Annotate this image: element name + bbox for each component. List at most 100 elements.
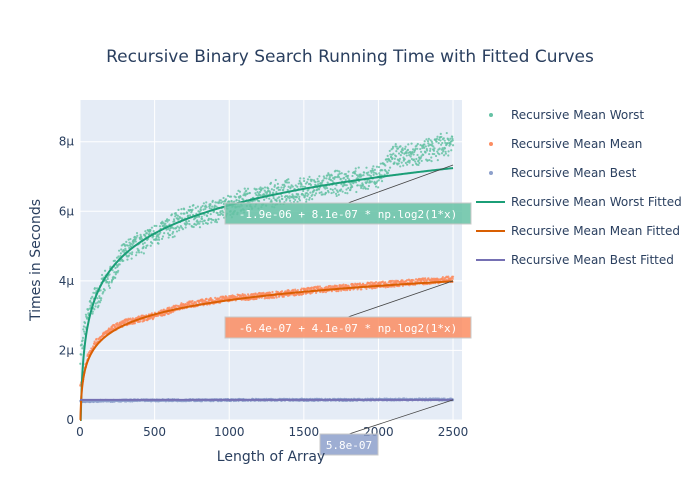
data-point bbox=[330, 174, 333, 177]
data-point bbox=[360, 288, 363, 291]
data-point bbox=[89, 304, 92, 307]
data-point bbox=[378, 172, 381, 175]
data-point bbox=[255, 188, 258, 191]
legend-item[interactable]: Recursive Mean Mean bbox=[489, 137, 642, 151]
data-point bbox=[322, 179, 325, 182]
data-point bbox=[173, 220, 176, 223]
data-point bbox=[451, 144, 455, 147]
data-point bbox=[183, 208, 186, 211]
data-point bbox=[381, 169, 384, 172]
data-point bbox=[197, 220, 200, 224]
data-point bbox=[420, 150, 423, 153]
legend-item[interactable]: Recursive Mean Best bbox=[489, 166, 637, 180]
data-point bbox=[114, 273, 117, 276]
data-point bbox=[197, 215, 201, 218]
data-point bbox=[131, 243, 134, 246]
legend-item[interactable]: Recursive Mean Best Fitted bbox=[476, 253, 674, 267]
data-point bbox=[279, 188, 282, 191]
data-point bbox=[318, 175, 321, 178]
data-point bbox=[142, 252, 145, 255]
data-point bbox=[187, 219, 191, 223]
data-point bbox=[205, 297, 208, 300]
data-point bbox=[246, 187, 250, 190]
legend-item[interactable]: Recursive Mean Mean Fitted bbox=[476, 224, 680, 238]
data-point bbox=[435, 137, 439, 140]
data-point bbox=[377, 186, 380, 189]
data-point bbox=[92, 291, 95, 294]
data-point bbox=[144, 230, 147, 233]
data-point bbox=[86, 308, 90, 311]
data-point bbox=[157, 236, 160, 239]
data-point bbox=[292, 200, 296, 204]
data-point bbox=[297, 182, 300, 185]
data-point bbox=[276, 182, 279, 185]
legend-item[interactable]: Recursive Mean Worst bbox=[489, 108, 644, 122]
data-point bbox=[256, 191, 259, 194]
data-point bbox=[276, 197, 279, 200]
data-point bbox=[287, 185, 290, 188]
data-point bbox=[305, 200, 308, 203]
data-point bbox=[447, 275, 450, 278]
legend-item[interactable]: Recursive Mean Worst Fitted bbox=[476, 195, 682, 209]
data-point bbox=[366, 187, 370, 190]
data-point bbox=[406, 148, 410, 151]
data-point bbox=[210, 221, 213, 224]
data-point bbox=[206, 222, 209, 225]
data-point bbox=[344, 178, 347, 182]
data-point bbox=[113, 271, 116, 274]
data-point bbox=[334, 192, 338, 195]
data-point bbox=[95, 287, 99, 290]
data-point bbox=[401, 284, 405, 287]
data-point bbox=[335, 194, 338, 198]
data-point bbox=[330, 191, 333, 195]
data-point bbox=[417, 159, 420, 162]
data-point bbox=[152, 235, 155, 238]
data-point bbox=[152, 229, 155, 233]
data-point bbox=[129, 237, 132, 241]
data-point bbox=[274, 178, 277, 182]
data-point bbox=[415, 144, 418, 147]
data-point bbox=[412, 279, 415, 282]
data-point bbox=[310, 178, 313, 181]
data-point bbox=[163, 232, 166, 235]
data-point bbox=[205, 201, 208, 204]
data-point bbox=[125, 240, 128, 243]
data-point bbox=[420, 159, 423, 162]
data-point bbox=[335, 284, 339, 288]
data-point bbox=[245, 189, 248, 192]
data-point bbox=[166, 232, 170, 235]
data-point bbox=[410, 153, 413, 156]
data-point bbox=[320, 181, 324, 184]
data-point bbox=[308, 175, 311, 178]
data-point bbox=[140, 237, 143, 240]
data-point bbox=[136, 234, 139, 237]
data-point bbox=[214, 296, 217, 299]
data-point bbox=[151, 242, 154, 245]
data-point bbox=[401, 151, 404, 154]
data-point bbox=[449, 143, 452, 146]
data-point bbox=[340, 183, 343, 186]
data-point bbox=[334, 169, 337, 172]
data-point bbox=[433, 152, 436, 156]
data-point bbox=[217, 201, 221, 204]
data-point bbox=[337, 193, 340, 196]
data-point bbox=[430, 156, 433, 159]
data-point bbox=[324, 187, 327, 190]
data-point bbox=[157, 238, 161, 241]
data-point bbox=[168, 307, 171, 310]
data-point bbox=[442, 137, 445, 140]
data-point bbox=[412, 153, 415, 156]
data-point bbox=[365, 287, 368, 290]
data-point bbox=[321, 193, 325, 196]
data-point bbox=[338, 172, 342, 175]
data-point bbox=[346, 176, 349, 180]
data-point bbox=[186, 211, 189, 215]
data-point bbox=[180, 208, 183, 211]
data-point bbox=[277, 186, 280, 189]
data-point bbox=[203, 219, 206, 222]
data-point bbox=[166, 218, 169, 221]
data-point bbox=[221, 213, 225, 217]
data-point bbox=[275, 296, 278, 299]
data-point bbox=[432, 145, 435, 148]
data-point bbox=[366, 180, 369, 184]
